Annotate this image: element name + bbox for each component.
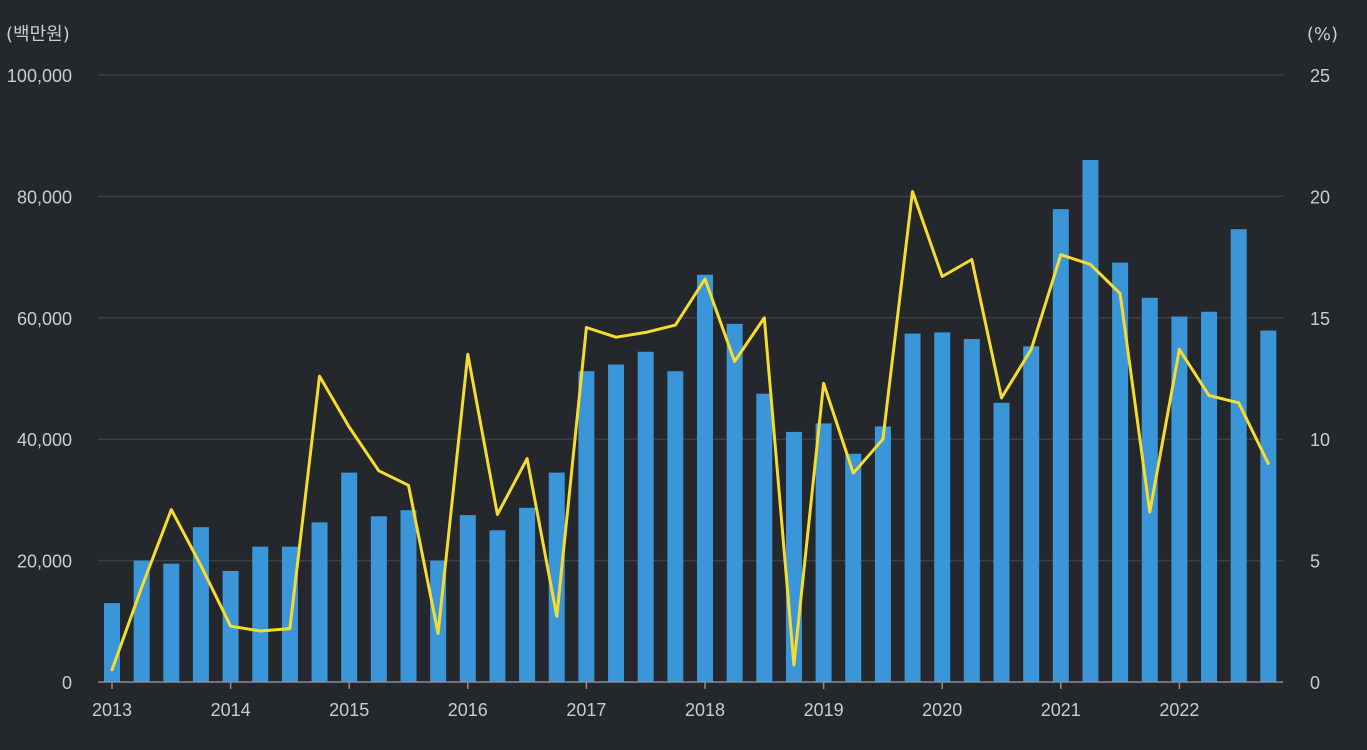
x-tick-label: 2013 [92, 700, 132, 720]
bar-2019.Q2 [845, 453, 862, 682]
bar-2017.Q4 [667, 371, 684, 682]
bar-2021.Q3 [1112, 262, 1129, 682]
bar-2020.Q1 [934, 332, 951, 682]
x-tick-label: 2016 [448, 700, 488, 720]
left-axis-unit-label: (백만원) [6, 24, 70, 45]
gridlines [98, 74, 1283, 562]
right-tick-label: 10 [1310, 430, 1330, 450]
bar-2019.Q4 [904, 333, 921, 682]
left-tick-label: 60,000 [17, 309, 72, 329]
bar-2014.Q4 [311, 522, 328, 682]
bar-2019.Q1 [815, 423, 832, 682]
left-tick-label: 100,000 [7, 66, 72, 86]
bar-2022.Q1 [1171, 316, 1188, 682]
right-tick-label: 20 [1310, 187, 1330, 207]
right-tick-label: 15 [1310, 309, 1330, 329]
bar-2018.Q2 [726, 323, 743, 682]
bar-2014.Q3 [281, 546, 298, 682]
bar-2013.Q4 [192, 527, 209, 682]
right-tick-label: 5 [1310, 552, 1320, 572]
bar-2016.Q3 [519, 507, 536, 682]
bar-2015.Q2 [370, 516, 387, 682]
left-tick-label: 20,000 [17, 552, 72, 572]
right-axis-ticks: 0 5 10 15 20 25 [1310, 66, 1330, 693]
bar-2022.Q3 [1230, 229, 1247, 683]
bar-2013.Q3 [163, 563, 180, 682]
left-tick-label: 40,000 [17, 430, 72, 450]
x-tick-label: 2022 [1159, 700, 1199, 720]
bar-2021.Q1 [1052, 209, 1069, 682]
bar-2020.Q3 [993, 402, 1010, 682]
right-tick-label: 25 [1310, 66, 1330, 86]
bar-2021.Q4 [1141, 297, 1158, 682]
bar-2020.Q4 [1023, 346, 1040, 682]
bar-2020.Q2 [963, 339, 980, 682]
bar-2015.Q1 [341, 472, 358, 682]
bar-2018.Q3 [756, 393, 773, 682]
x-axis-ticks: 2013 2014 2015 2016 2017 2018 2019 2020 2021 2022 [92, 682, 1199, 720]
bar-2015.Q3 [400, 510, 417, 682]
left-tick-label: 0 [62, 673, 72, 693]
bar-2022.Q2 [1201, 311, 1218, 682]
x-tick-label: 2015 [329, 700, 369, 720]
bar-2018.Q1 [697, 274, 713, 682]
bar-2016.Q4 [548, 472, 565, 682]
bar-2016.Q2 [489, 530, 506, 682]
bar-2017.Q2 [608, 364, 625, 682]
bar-2018.Q4 [785, 431, 802, 682]
bar-2021.Q2 [1082, 159, 1099, 683]
left-tick-label: 80,000 [17, 187, 72, 207]
bar-2017.Q3 [637, 351, 654, 682]
right-tick-label: 0 [1310, 673, 1320, 693]
x-tick-label: 2014 [211, 700, 251, 720]
right-axis-unit-label: (%) [1307, 24, 1338, 45]
x-tick-label: 2018 [685, 700, 725, 720]
x-tick-label: 2019 [804, 700, 844, 720]
bar-2014.Q2 [252, 546, 269, 682]
bar-series [104, 159, 1277, 683]
bar-2016.Q1 [459, 515, 476, 682]
x-tick-label: 2021 [1041, 700, 1081, 720]
x-tick-label: 2017 [566, 700, 606, 720]
x-tick-label: 2020 [922, 700, 962, 720]
bar-2022.Q4 [1260, 330, 1277, 682]
bar-2017.Q1 [578, 371, 595, 682]
bar-2013.Q2 [133, 560, 150, 682]
bar-2019.Q3 [874, 426, 891, 682]
line-series [110, 190, 1270, 672]
left-axis-ticks: 0 20,000 40,000 60,000 80,000 100,000 [7, 66, 72, 693]
